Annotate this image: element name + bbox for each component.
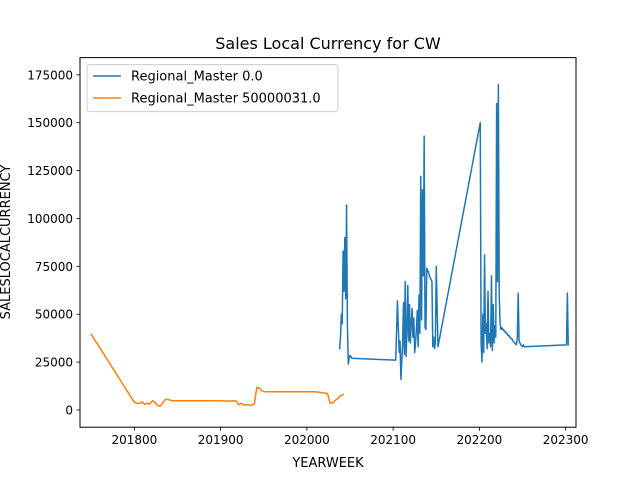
chart-title: Sales Local Currency for CW bbox=[215, 34, 441, 53]
y-tick-label: 0 bbox=[65, 403, 73, 417]
x-tick-label: 202100 bbox=[370, 433, 416, 447]
plot-frame bbox=[79, 57, 577, 428]
y-tick-label: 25000 bbox=[35, 356, 73, 370]
legend: Regional_Master 0.0 Regional_Master 5000… bbox=[86, 64, 339, 113]
y-tick-label: 175000 bbox=[27, 68, 73, 82]
x-axis-ticks: 201800 201900 202000 202100 202200 202300 bbox=[111, 427, 589, 447]
x-tick-label: 202200 bbox=[456, 433, 502, 447]
legend-label-regional-master-50000031: Regional_Master 50000031.0 bbox=[131, 92, 321, 107]
y-axis-label: SALESLOCALCURRENCY bbox=[0, 165, 14, 320]
x-tick-label: 201900 bbox=[198, 433, 244, 447]
x-axis-label: YEARWEEK bbox=[291, 456, 364, 471]
legend-box bbox=[86, 64, 339, 113]
y-tick-label: 150000 bbox=[27, 116, 73, 130]
y-axis-ticks: 0 25000 50000 75000 100000 125000 150000 175000 bbox=[27, 68, 80, 417]
y-tick-label: 125000 bbox=[27, 164, 73, 178]
series-layer bbox=[90, 83, 570, 407]
legend-label-regional-master-0: Regional_Master 0.0 bbox=[131, 70, 263, 85]
x-tick-label: 202300 bbox=[543, 433, 589, 447]
series-line-regional-master-0-0 bbox=[338, 83, 570, 381]
y-tick-label: 50000 bbox=[35, 308, 73, 322]
x-tick-label: 201800 bbox=[111, 433, 157, 447]
y-tick-label: 100000 bbox=[27, 212, 73, 226]
y-tick-label: 75000 bbox=[35, 260, 73, 274]
series-line-regional-master-50000031-0 bbox=[90, 333, 345, 407]
x-tick-label: 202000 bbox=[284, 433, 330, 447]
